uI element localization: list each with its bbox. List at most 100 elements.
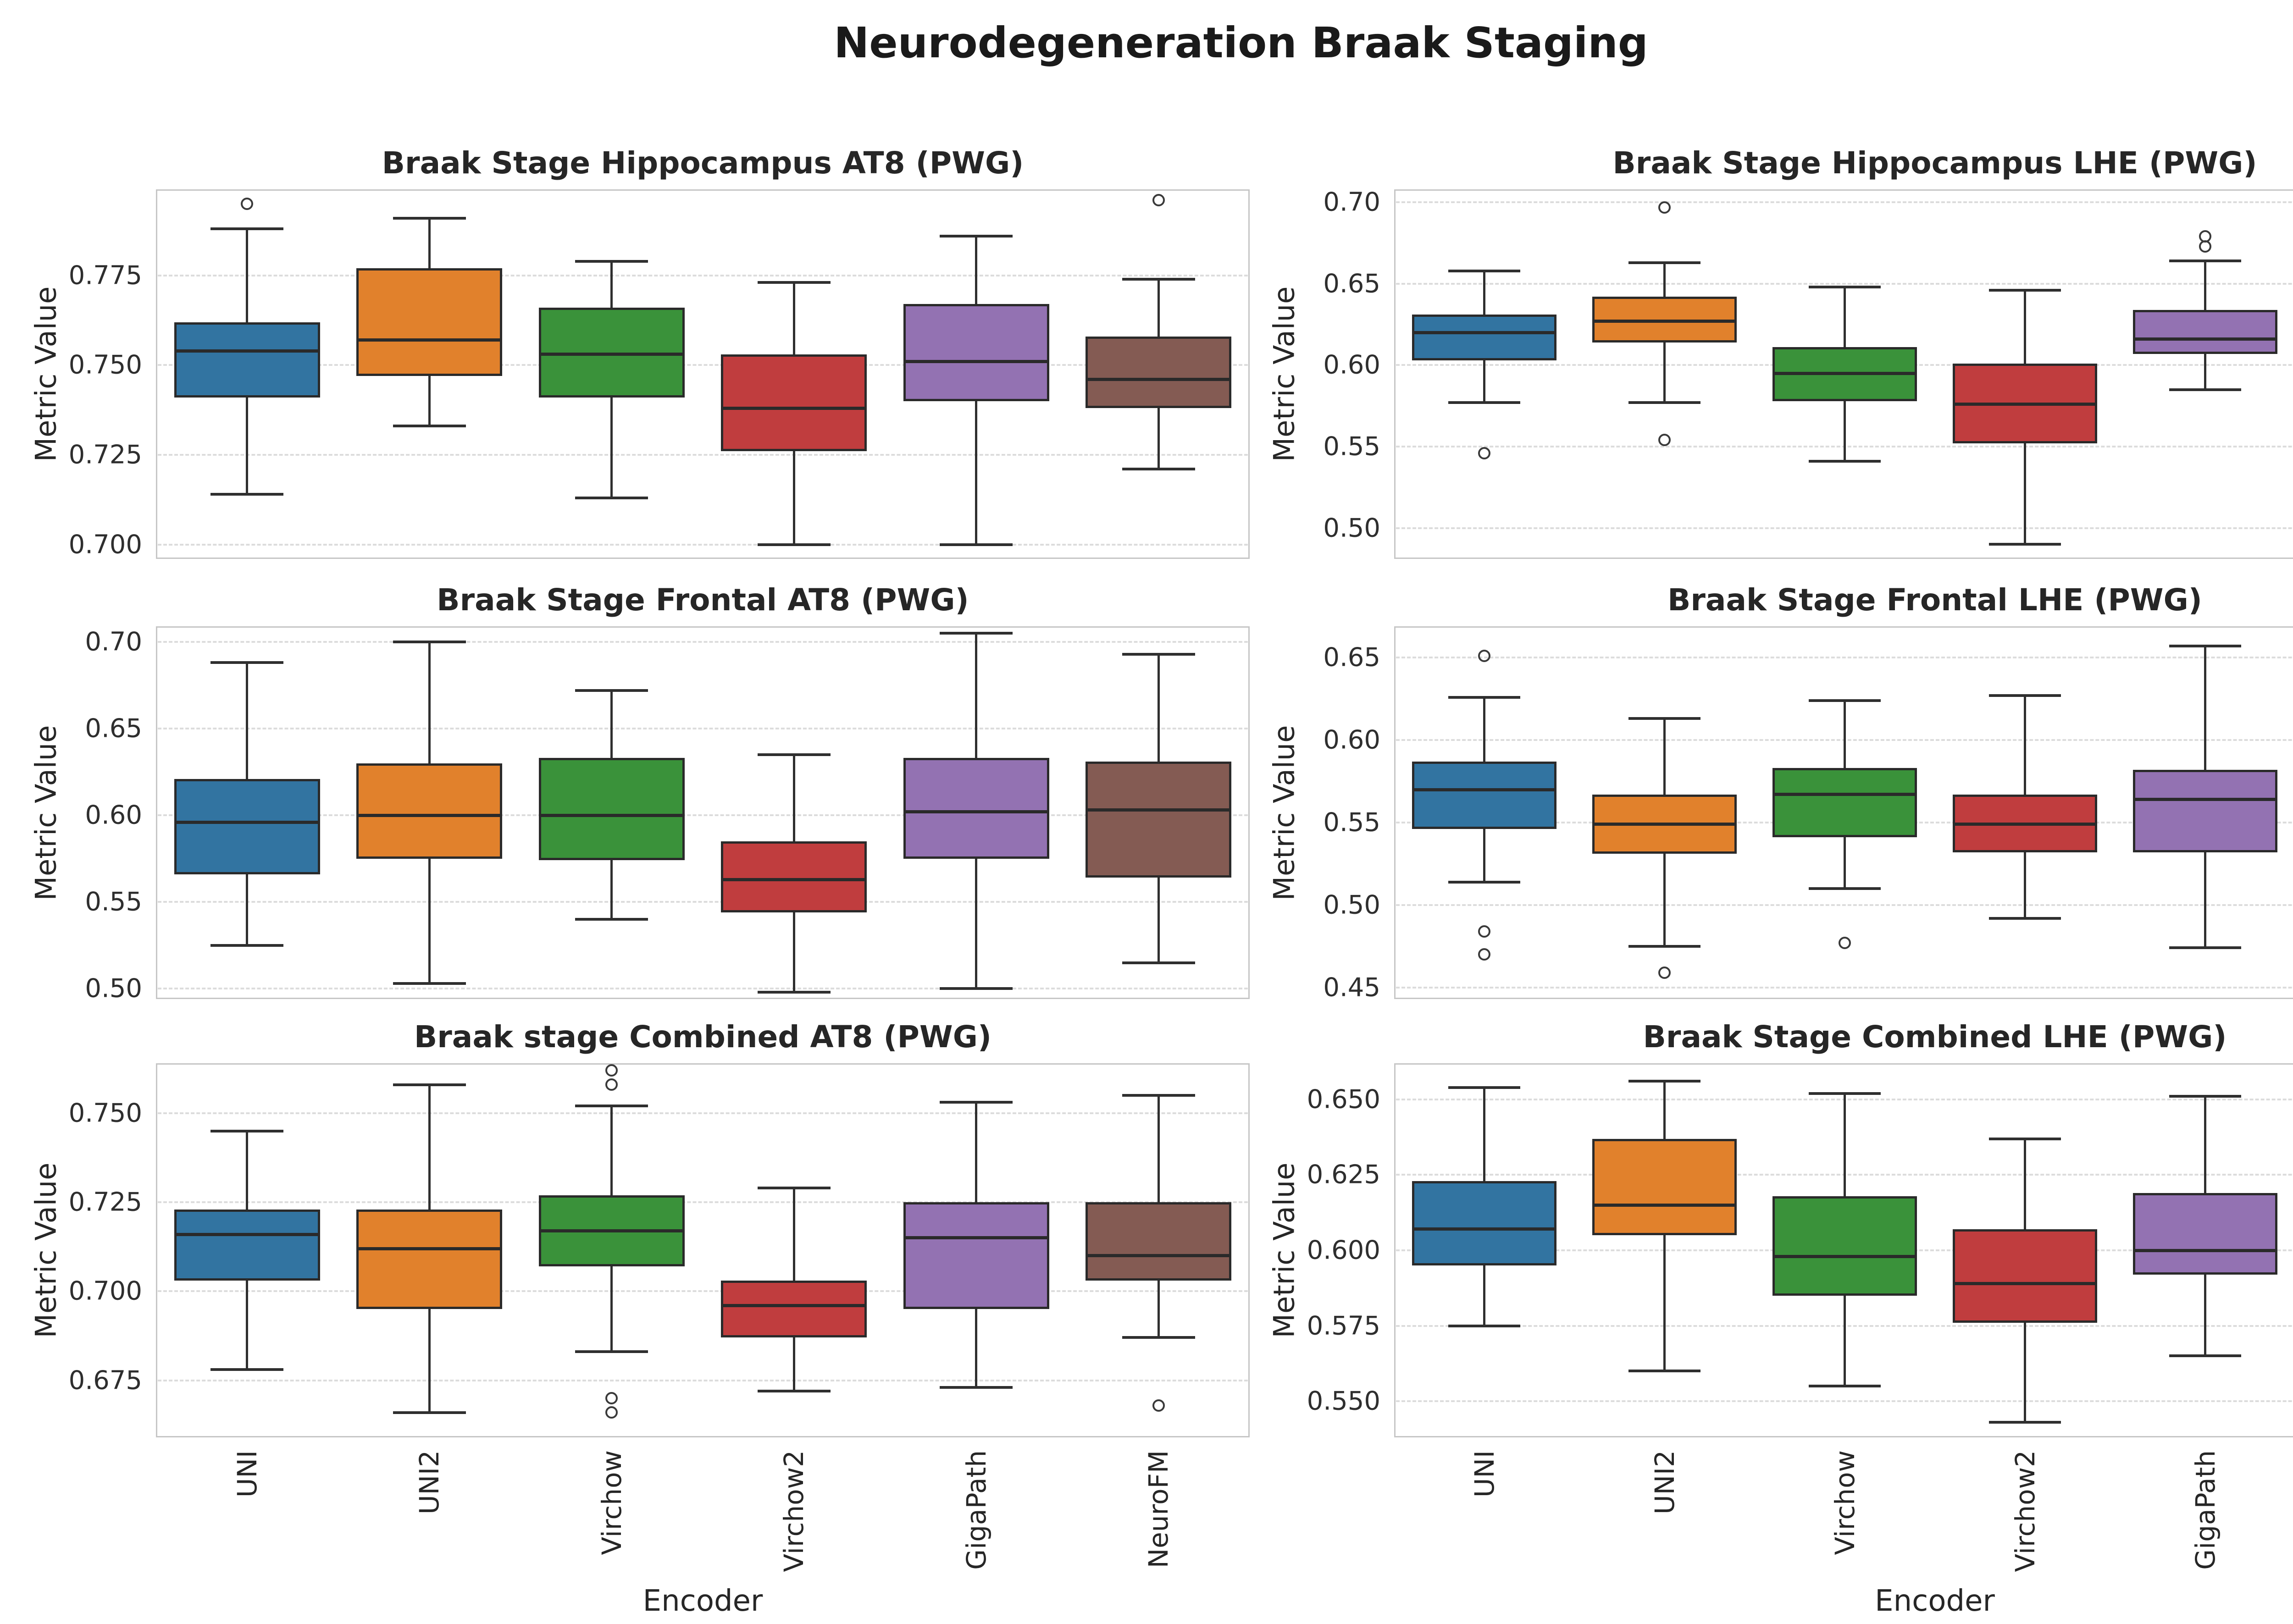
x-tick-label: Virchow	[596, 1450, 627, 1555]
whisker-cap-low	[1808, 459, 1881, 463]
outlier-point	[605, 1406, 618, 1419]
figure-title: Neurodegeneration Braak Staging	[834, 18, 1648, 67]
whisker-cap-high	[940, 632, 1013, 635]
whisker-cap-high	[1628, 261, 1701, 264]
whisker-cap-high	[757, 281, 831, 284]
whisker-cap-low	[575, 496, 648, 499]
y-tick-label: 0.70	[85, 627, 142, 657]
whisker-cap-high	[1448, 696, 1521, 699]
whisker-cap-low	[393, 1411, 466, 1414]
y-tick-label: 0.60	[1323, 725, 1380, 755]
y-tick-label: 0.675	[68, 1365, 142, 1396]
median-line	[1953, 1282, 2097, 1285]
whisker-cap-low	[210, 1368, 284, 1371]
box-uni	[174, 322, 320, 398]
whisker-cap-high	[575, 260, 648, 263]
subplot-title: Braak Stage Hippocampus LHE (PWG)	[1612, 145, 2257, 181]
y-tick-label: 0.700	[68, 530, 142, 560]
x-tick-label: UNI	[1468, 1450, 1500, 1497]
y-tick-label: 0.650	[1307, 1084, 1380, 1115]
gridline	[158, 641, 1248, 643]
whisker-cap-high	[393, 216, 466, 220]
x-tick-label: Virchow	[1829, 1450, 1861, 1555]
y-tick-label: 0.65	[85, 713, 142, 744]
y-tick-label: 0.70	[1323, 187, 1380, 217]
box-uni2	[1592, 1138, 1737, 1236]
whisker-cap-low	[1448, 880, 1521, 884]
subplot-title: Braak Stage Frontal LHE (PWG)	[1667, 582, 2202, 618]
box-virchow2	[1953, 1229, 2097, 1323]
y-axis-label-text: Metric Value	[29, 1162, 63, 1338]
whisker-cap-low	[1628, 1370, 1701, 1373]
gridline	[1396, 527, 2293, 529]
plot-frame	[156, 189, 1250, 559]
box-gigapath	[903, 1202, 1049, 1309]
box-gigapath	[903, 758, 1049, 859]
median-line	[174, 820, 320, 824]
y-tick-label: 0.45	[1323, 972, 1380, 1003]
box-uni2	[1592, 297, 1737, 342]
whisker-cap-high	[210, 661, 284, 664]
y-tick-label: 0.550	[1307, 1386, 1380, 1416]
median-line	[903, 360, 1049, 364]
whisker-cap-low	[575, 918, 648, 921]
x-tick-label: GigaPath	[960, 1450, 992, 1570]
box-neurofm	[1086, 1202, 1232, 1281]
y-tick-label: 0.50	[85, 973, 142, 1004]
outlier-point	[1478, 948, 1490, 961]
whisker-cap-high	[1122, 277, 1195, 281]
y-tick-label: 0.65	[1323, 269, 1380, 299]
median-line	[1772, 371, 1917, 375]
whisker-cap-high	[2169, 1095, 2242, 1098]
whisker-cap-low	[1628, 945, 1701, 948]
whisker-cap-high	[2169, 260, 2242, 263]
gridline	[1396, 904, 2293, 906]
x-tick-label: UNI2	[414, 1450, 445, 1514]
box-gigapath	[2133, 1193, 2277, 1275]
y-tick-label: 0.600	[1307, 1235, 1380, 1265]
gridline	[158, 1379, 1248, 1381]
subplot-title: Braak Stage Frontal AT8 (PWG)	[437, 582, 969, 618]
whisker-cap-high	[1122, 652, 1195, 656]
gridline	[158, 454, 1248, 456]
whisker-cap-low	[1988, 543, 2061, 546]
x-axis-label: Encoder	[1875, 1584, 1995, 1618]
whisker-cap-high	[940, 234, 1013, 238]
whisker-cap-high	[1988, 289, 2061, 292]
median-line	[721, 406, 867, 410]
x-axis-label: Encoder	[642, 1584, 763, 1618]
y-tick-label: 0.50	[1323, 890, 1380, 920]
whisker-cap-low	[757, 990, 831, 994]
y-tick-label: 0.60	[85, 800, 142, 830]
outlier-point	[1658, 434, 1671, 447]
median-line	[174, 1232, 320, 1236]
box-neurofm	[1086, 761, 1232, 878]
y-tick-label: 0.725	[68, 440, 142, 470]
box-virchow2	[721, 1281, 867, 1338]
whisker-cap-high	[1988, 1137, 2061, 1140]
whisker-cap-high	[1808, 286, 1881, 289]
whisker-cap-low	[2169, 388, 2242, 391]
gridline	[158, 1112, 1248, 1114]
x-tick-label: Virchow2	[2009, 1450, 2041, 1572]
gridline	[1396, 657, 2293, 659]
whisker-cap-high	[1808, 1092, 1881, 1095]
y-tick-label: 0.65	[1323, 642, 1380, 673]
whisker-cap-high	[393, 641, 466, 644]
y-tick-label: 0.750	[68, 1098, 142, 1128]
whisker-cap-low	[1448, 401, 1521, 404]
box-uni	[174, 779, 320, 874]
whisker-cap-high	[757, 1187, 831, 1189]
outlier-point	[1478, 650, 1490, 663]
y-axis-label-text: Metric Value	[29, 286, 63, 462]
gridline	[1396, 986, 2293, 989]
outlier-point	[605, 1078, 618, 1091]
x-tick-label: GigaPath	[2189, 1450, 2221, 1570]
median-line	[1953, 823, 2097, 826]
whisker-cap-low	[1122, 1336, 1195, 1339]
whisker-cap-high	[1122, 1094, 1195, 1097]
median-line	[1953, 403, 2097, 406]
outlier-point	[1152, 193, 1165, 206]
median-line	[903, 810, 1049, 814]
y-tick-label: 0.55	[85, 887, 142, 917]
